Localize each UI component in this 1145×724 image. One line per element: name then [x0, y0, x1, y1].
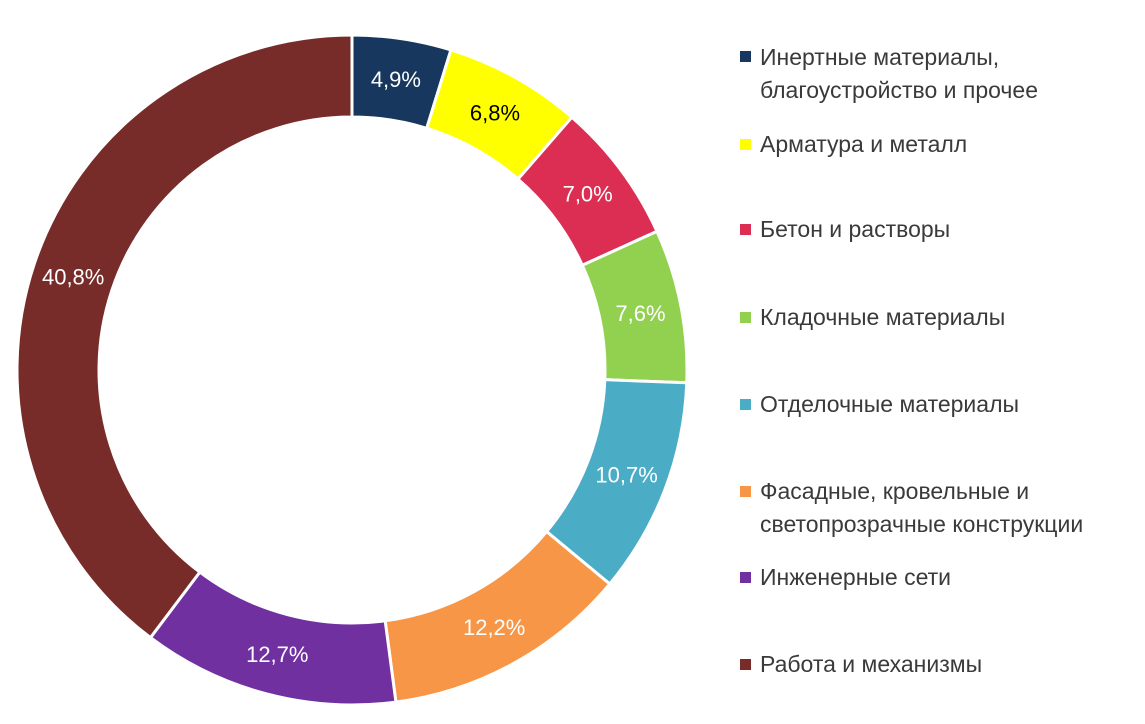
slice-data-label-4: 7,6% — [615, 301, 665, 326]
legend-label-5: Отделочные материалы — [760, 391, 1020, 417]
slice-data-label-8: 40,8% — [42, 264, 104, 289]
donut-slice-7 — [148, 570, 398, 707]
legend-label-1: Инертные материалы, благоустройство и пр… — [760, 44, 1038, 103]
slice-data-label-6: 12,2% — [463, 615, 525, 640]
slice-data-label-3: 7,0% — [563, 182, 613, 207]
legend-marker-3 — [740, 224, 751, 235]
legend-label-2: Арматура и металл — [760, 131, 968, 157]
legend-marker-1 — [740, 51, 751, 62]
slice-data-label-5: 10,7% — [595, 463, 657, 488]
legend-label-4: Кладочные материалы — [760, 304, 1006, 330]
donut-plot: 4,9% 6,8% 7,0% 7,6% 10,7% 12,2% 12,7% 40,8% — [15, 33, 689, 707]
legend-marker-5 — [740, 399, 751, 410]
legend-label-3: Бетон и растворы — [760, 216, 951, 242]
donut-slice-8 — [15, 33, 354, 640]
legend-label-7: Инженерные сети — [760, 564, 952, 590]
legend-marker-4 — [740, 312, 751, 323]
legend-marker-2 — [740, 139, 751, 150]
legend-marker-6 — [740, 486, 751, 497]
slice-data-label-1: 4,9% — [371, 67, 421, 92]
legend-label-6: Фасадные, кровельные и светопрозрачные к… — [760, 478, 1084, 537]
slice-data-label-2: 6,8% — [470, 101, 520, 126]
legend-label-8: Работа и механизмы — [760, 651, 983, 677]
legend-marker-7 — [740, 572, 751, 583]
legend-marker-8 — [740, 659, 751, 670]
slice-data-label-7: 12,7% — [246, 642, 308, 667]
